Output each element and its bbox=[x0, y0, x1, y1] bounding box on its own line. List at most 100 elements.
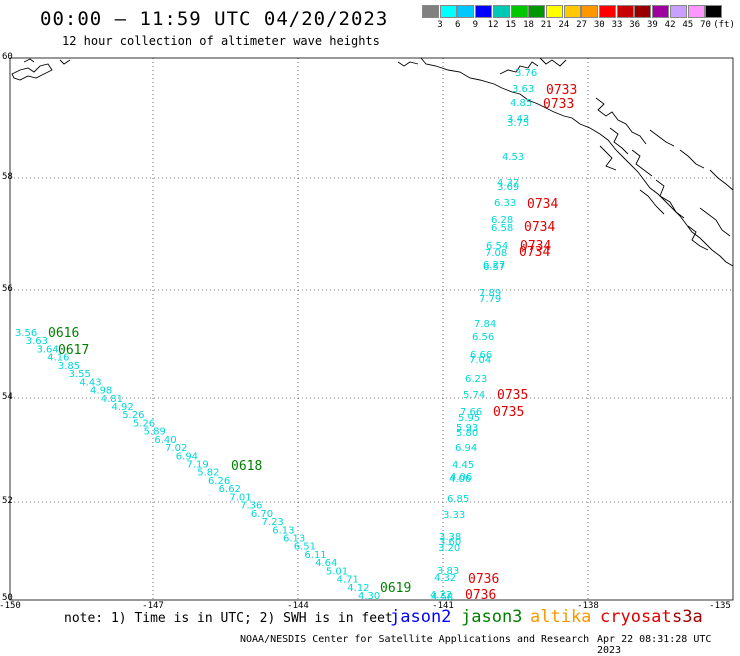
wave-height-label: 4.98 bbox=[90, 386, 112, 397]
wave-height-label: 6.13 bbox=[283, 533, 305, 544]
scale-label: 21 bbox=[540, 20, 552, 30]
pass-time-label: 0618 bbox=[231, 459, 262, 474]
wave-height-label: 6.70 bbox=[251, 509, 273, 520]
pass-time-label: 0617 bbox=[58, 343, 89, 358]
wave-height-label: 5.82 bbox=[197, 468, 219, 479]
satellite-name: jason3 bbox=[461, 607, 523, 627]
wave-height-label: 3.43 bbox=[507, 114, 529, 125]
scale-swatch bbox=[545, 5, 563, 18]
pass-time-label: 0616 bbox=[48, 326, 79, 341]
scale-swatch bbox=[492, 5, 510, 18]
wave-height-label: 7.02 bbox=[165, 443, 187, 454]
pass-times: 0616061706180619073307330734073407340734… bbox=[48, 83, 577, 603]
scale-label: 3 bbox=[437, 20, 443, 30]
scale-label: 9 bbox=[472, 20, 479, 30]
lat-label: 50 bbox=[2, 593, 13, 603]
pass-time-label: 0734 bbox=[524, 220, 555, 235]
wave-height-label: 4.64 bbox=[315, 558, 337, 569]
scale-swatch bbox=[422, 5, 439, 18]
scale-label: (ft) bbox=[713, 20, 735, 30]
pass-time-label: 0733 bbox=[543, 97, 574, 112]
pass-time-label: 0734 bbox=[520, 239, 551, 254]
lon-label: -147 bbox=[142, 601, 164, 611]
page-title: 00:00 – 11:59 UTC 04/20/2023 bbox=[40, 8, 389, 30]
wave-height-label: 5.93 bbox=[456, 423, 478, 434]
wave-height-label: 3.64 bbox=[36, 344, 58, 355]
lon-label: -150 bbox=[0, 601, 21, 611]
satellite-name: cryosat bbox=[600, 607, 672, 627]
satellite-name: jason2 bbox=[390, 607, 452, 627]
lat-label: 60 bbox=[2, 52, 13, 62]
pass-time-label: 0736 bbox=[465, 588, 496, 603]
coastline bbox=[11, 57, 734, 267]
wave-height-label: 6.26 bbox=[208, 476, 230, 487]
wave-height-label: 4.85 bbox=[510, 98, 532, 109]
scale-swatch bbox=[475, 5, 493, 18]
footer-credit: NOAA/NESDIS Center for Satellite Applica… bbox=[240, 634, 590, 645]
wave-height-label: 4.30 bbox=[358, 591, 380, 602]
wave-height-label: 4.81 bbox=[101, 394, 123, 405]
scale-label: 15 bbox=[505, 20, 517, 30]
wave-height-label: 4.06 bbox=[449, 474, 471, 485]
scale-swatch bbox=[669, 5, 687, 18]
pass-time-label: 0735 bbox=[493, 405, 524, 420]
wave-height-label: 6.51 bbox=[294, 542, 316, 553]
scale-label: 24 bbox=[558, 20, 570, 30]
wave-height-label: 6.66 bbox=[470, 350, 492, 361]
wave-height-label: 6.58 bbox=[491, 223, 513, 234]
page-subtitle: 12 hour collection of altimeter wave hei… bbox=[62, 34, 380, 48]
wave-height-label: 3.69 bbox=[497, 182, 519, 193]
scale-swatch bbox=[439, 5, 457, 18]
pass-time-label: 0734 bbox=[519, 245, 550, 260]
wave-height-label: 7.01 bbox=[229, 492, 251, 503]
lat-label: 58 bbox=[2, 172, 13, 182]
wave-height-label: 3.85 bbox=[58, 361, 80, 372]
pass-time-label: 0735 bbox=[497, 388, 528, 403]
wave-height-label: 7.36 bbox=[240, 501, 262, 512]
wave-height-label: 3.75 bbox=[507, 118, 529, 129]
lon-label: -141 bbox=[432, 601, 454, 611]
wave-height-label: 4.45 bbox=[452, 460, 474, 471]
wave-height-label: 4.58 bbox=[431, 592, 453, 603]
wave-height-label: 5.26 bbox=[122, 410, 144, 421]
wave-height-label: 5.74 bbox=[463, 390, 485, 401]
wave-height-label: 3.20 bbox=[438, 543, 460, 554]
scale-swatch bbox=[634, 5, 652, 18]
wave-height-label: 6.28 bbox=[491, 215, 513, 226]
wave-height-label: 7.84 bbox=[474, 319, 496, 330]
wave-height-label: 5.26 bbox=[133, 418, 155, 429]
lon-label: -138 bbox=[577, 601, 599, 611]
wave-height-label: 3.76 bbox=[515, 68, 537, 79]
scale-swatch bbox=[528, 5, 546, 18]
scale-label: 27 bbox=[576, 20, 588, 30]
wave-height-label: 4.53 bbox=[502, 152, 524, 163]
lat-label: 54 bbox=[2, 392, 13, 402]
scale-label: 39 bbox=[646, 20, 658, 30]
wave-height-label: 3.83 bbox=[437, 566, 459, 577]
wave-height-label: 7.04 bbox=[469, 355, 491, 366]
satellite-name: s3a bbox=[672, 607, 703, 627]
scale-swatch bbox=[563, 5, 581, 18]
wave-height-label: 7.79 bbox=[479, 294, 501, 305]
wave-height-label: 6.33 bbox=[494, 198, 516, 209]
wave-height-label: 6.57 bbox=[483, 262, 505, 273]
pass-time-label: 0619 bbox=[380, 581, 411, 596]
scale-swatch bbox=[510, 5, 528, 18]
lon-label: -144 bbox=[287, 601, 309, 611]
scale-label: 6 bbox=[454, 20, 461, 30]
scale-swatch bbox=[687, 5, 705, 18]
wave-height-label: 6.27 bbox=[483, 260, 505, 271]
wave-height-label: 4.06 bbox=[450, 472, 472, 483]
footer-note: note: 1) Time is in UTC; 2) SWH is in fe… bbox=[64, 611, 393, 626]
wave-height-label: 5.95 bbox=[458, 413, 480, 424]
wave-height-label: 3.38 bbox=[439, 532, 461, 543]
scale-label: 12 bbox=[487, 20, 499, 30]
wave-height-label: 3.63 bbox=[26, 336, 48, 347]
scale-swatch bbox=[616, 5, 634, 18]
wave-height-label: 6.13 bbox=[272, 525, 294, 536]
wave-height-label: 6.85 bbox=[447, 494, 469, 505]
scale-swatch bbox=[581, 5, 599, 18]
scale-swatch bbox=[457, 5, 475, 18]
wave-height-label: 6.54 bbox=[486, 241, 508, 252]
wave-height-label: 6.23 bbox=[465, 374, 487, 385]
